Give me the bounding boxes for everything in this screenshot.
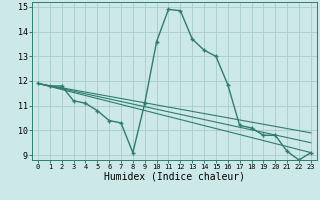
X-axis label: Humidex (Indice chaleur): Humidex (Indice chaleur) (104, 172, 245, 182)
